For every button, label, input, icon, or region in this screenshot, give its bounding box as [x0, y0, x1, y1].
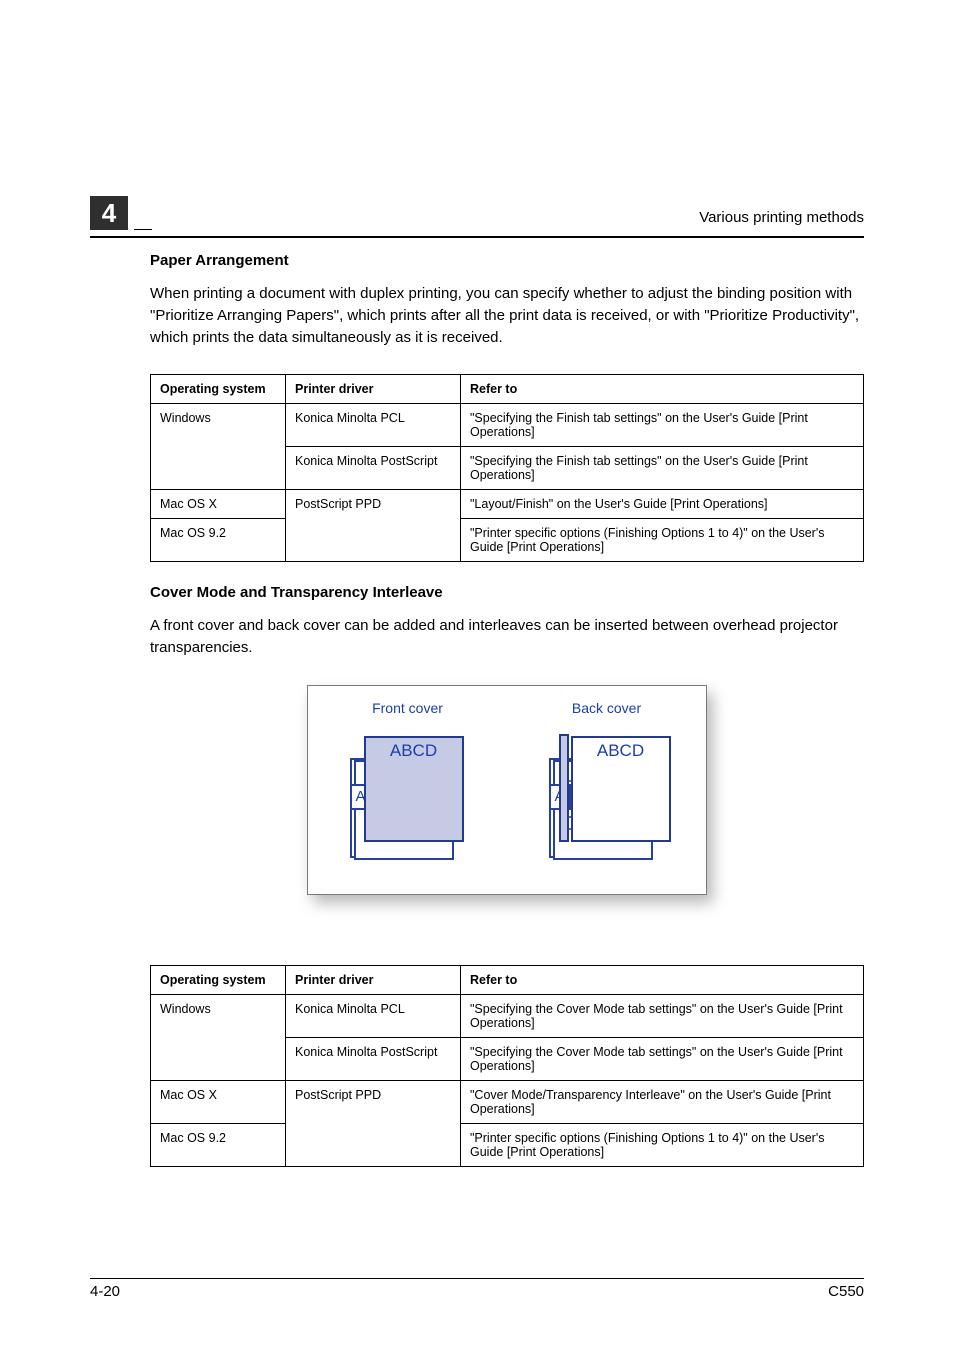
cover-diagram: Front cover A ABCD — [307, 685, 707, 895]
header-section-title: Various printing methods — [699, 209, 864, 230]
header-top-row: 4 Various printing methods — [90, 196, 864, 230]
chapter-tab: 4 — [90, 196, 128, 230]
cell-os: Mac OS 9.2 — [151, 1123, 286, 1166]
cell-driver: PostScript PPD — [286, 1080, 461, 1166]
table-header-row: Operating system Printer driver Refer to — [151, 965, 864, 994]
back-cover-label: Back cover — [572, 700, 641, 716]
table-row: Mac OS X PostScript PPD "Cover Mode/Tran… — [151, 1080, 864, 1123]
content: Paper Arrangement When printing a docume… — [150, 252, 864, 1167]
cell-os: Mac OS X — [151, 490, 286, 519]
table-row: Windows Konica Minolta PCL "Specifying t… — [151, 404, 864, 447]
table-row: Windows Konica Minolta PCL "Specifying t… — [151, 994, 864, 1037]
cell-os: Mac OS X — [151, 1080, 286, 1123]
page-footer: 4-20 C550 — [90, 1278, 864, 1300]
back-cover-icon: ABCD — [571, 736, 671, 842]
front-cover-label: Front cover — [372, 700, 443, 716]
cell-refer: "Specifying the Finish tab settings" on … — [461, 447, 864, 490]
table-body: Windows Konica Minolta PCL "Specifying t… — [151, 404, 864, 562]
cell-driver: PostScript PPD — [286, 490, 461, 562]
page-number: 4-20 — [90, 1283, 120, 1300]
table-row: Mac OS 9.2 "Printer specific options (Fi… — [151, 1123, 864, 1166]
cell-refer: "Layout/Finish" on the User's Guide [Pri… — [461, 490, 864, 519]
back-cover-stack: A ABCD — [547, 728, 667, 858]
cell-refer: "Specifying the Finish tab settings" on … — [461, 404, 864, 447]
cell-refer: "Printer specific options (Finishing Opt… — [461, 519, 864, 562]
section-title-paper-arrangement: Paper Arrangement — [150, 252, 864, 269]
table-paper-arrangement: Operating system Printer driver Refer to… — [150, 374, 864, 562]
th-driver: Printer driver — [286, 375, 461, 404]
page-header: 4 Various printing methods — [0, 196, 954, 238]
cell-driver: Konica Minolta PostScript — [286, 447, 461, 490]
section-title-cover-mode: Cover Mode and Transparency Interleave — [150, 584, 864, 601]
front-cover-icon: ABCD — [364, 736, 464, 842]
table-row: Mac OS X PostScript PPD "Layout/Finish" … — [151, 490, 864, 519]
header-tick — [134, 229, 152, 231]
table-header-row: Operating system Printer driver Refer to — [151, 375, 864, 404]
cell-refer: "Specifying the Cover Mode tab settings"… — [461, 994, 864, 1037]
cell-os: Windows — [151, 404, 286, 490]
cell-refer: "Cover Mode/Transparency Interleave" on … — [461, 1080, 864, 1123]
spine-icon — [559, 734, 569, 842]
diagram-columns: Front cover A ABCD — [308, 700, 706, 894]
cell-driver: Konica Minolta PCL — [286, 404, 461, 447]
th-driver: Printer driver — [286, 965, 461, 994]
cell-refer: "Specifying the Cover Mode tab settings"… — [461, 1037, 864, 1080]
cell-os: Mac OS 9.2 — [151, 519, 286, 562]
th-refer: Refer to — [461, 965, 864, 994]
th-os: Operating system — [151, 375, 286, 404]
section-body-cover-mode: A front cover and back cover can be adde… — [150, 615, 864, 659]
table-head: Operating system Printer driver Refer to — [151, 965, 864, 994]
cell-os: Windows — [151, 994, 286, 1080]
chapter-number: 4 — [102, 198, 116, 229]
front-cover-cell: Front cover A ABCD — [308, 700, 507, 894]
footer-left-group: 4-20 — [90, 1283, 120, 1300]
diagram-container: Front cover A ABCD — [150, 685, 864, 895]
cell-driver: Konica Minolta PCL — [286, 994, 461, 1037]
page: 4 Various printing methods Paper Arrange… — [0, 0, 954, 1350]
back-cover-cell: Back cover A — [507, 700, 706, 894]
front-cover-stack: A ABCD — [348, 728, 468, 858]
th-os: Operating system — [151, 965, 286, 994]
cell-refer: "Printer specific options (Finishing Opt… — [461, 1123, 864, 1166]
model-number: C550 — [828, 1283, 864, 1300]
table-cover-mode: Operating system Printer driver Refer to… — [150, 965, 864, 1167]
table-head: Operating system Printer driver Refer to — [151, 375, 864, 404]
th-refer: Refer to — [461, 375, 864, 404]
table-body: Windows Konica Minolta PCL "Specifying t… — [151, 994, 864, 1166]
table-row: Mac OS 9.2 "Printer specific options (Fi… — [151, 519, 864, 562]
cell-driver: Konica Minolta PostScript — [286, 1037, 461, 1080]
chapter-tab-row: 4 — [90, 196, 152, 230]
section-body-paper-arrangement: When printing a document with duplex pri… — [150, 283, 864, 348]
header-rule — [90, 236, 864, 238]
